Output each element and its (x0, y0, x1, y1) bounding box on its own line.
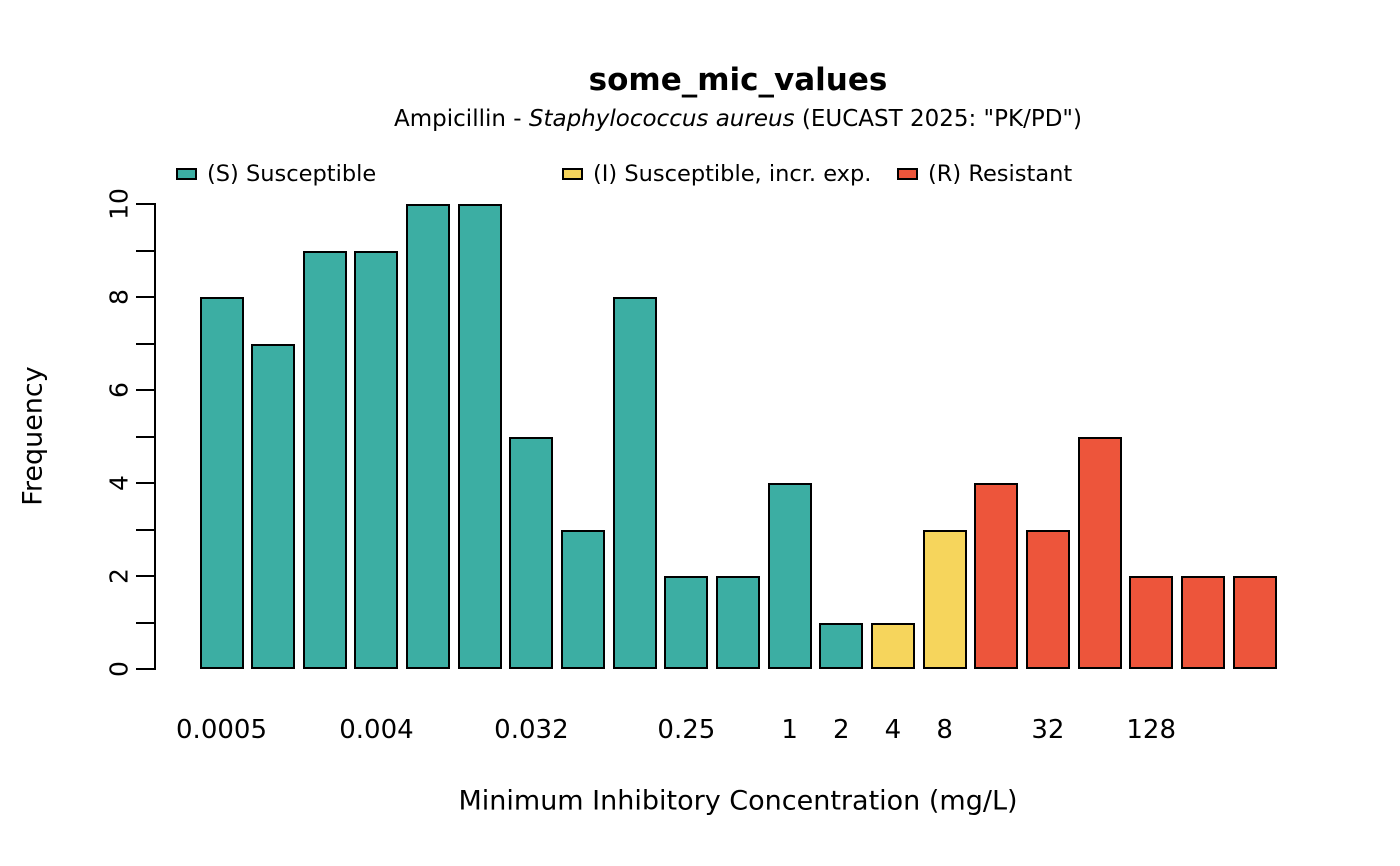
bar-mic-512 (1232, 576, 1277, 669)
x-tick-label-128: 128 (1126, 715, 1177, 745)
x-axis-title: Minimum Inhibitory Concentration (mg/L) (458, 785, 1018, 817)
legend-swatch-i (562, 168, 583, 180)
legend-label-r: (R) Resistant (928, 161, 1073, 187)
x-tick-label-8: 8 (936, 715, 953, 745)
y-tick (136, 249, 155, 252)
bar-mic-256 (1180, 576, 1225, 669)
y-tick (136, 668, 155, 670)
x-tick-label-0.25: 0.25 (657, 715, 716, 745)
bar-mic-0.002 (302, 250, 347, 669)
bar-mic-128 (1129, 576, 1174, 669)
y-tick (136, 389, 155, 391)
legend-swatch-r (897, 168, 918, 180)
y-tick-label: 0 (104, 661, 134, 677)
x-tick-label-32: 32 (1031, 715, 1065, 745)
bar-mic-0.064 (561, 529, 606, 669)
bar-mic-0.008 (406, 204, 451, 669)
y-tick-label: 6 (104, 382, 134, 398)
bar-mic-0.001 (251, 343, 296, 669)
bar-mic-0.032 (509, 436, 554, 669)
subtitle-guideline: (EUCAST 2025: "PK/PD") (794, 106, 1082, 132)
y-axis-title: Frequency (17, 366, 49, 506)
bar-mic-0.016 (457, 204, 502, 669)
y-tick-label: 10 (104, 188, 134, 220)
x-tick-label-2: 2 (833, 715, 850, 745)
y-tick-label: 8 (104, 289, 134, 305)
subtitle-antibiotic: Ampicillin - (394, 106, 529, 132)
chart-title: some_mic_values (588, 62, 888, 98)
chart-subtitle: Ampicillin - Staphylococcus aureus (EUCA… (394, 106, 1082, 132)
x-tick-label-0.004: 0.004 (339, 715, 414, 745)
bar-mic-0.125 (612, 297, 657, 669)
y-axis-line (154, 203, 156, 670)
bar-mic-16 (974, 483, 1019, 669)
bar-mic-0.004 (354, 250, 399, 669)
legend-label-i: (I) Susceptible, incr. exp. (593, 161, 872, 187)
y-tick (136, 621, 155, 624)
bar-mic-2 (819, 622, 864, 669)
legend-label-s: (S) Susceptible (207, 161, 377, 187)
y-tick-label: 4 (104, 475, 134, 491)
y-tick (136, 528, 155, 531)
bar-mic-0.25 (664, 576, 709, 669)
y-tick (136, 482, 155, 484)
bar-mic-1 (767, 483, 812, 669)
bar-mic-64 (1077, 436, 1122, 669)
legend-swatch-s (176, 168, 197, 180)
y-tick (136, 575, 155, 577)
y-tick (136, 203, 155, 205)
y-tick-label: 2 (104, 568, 134, 584)
y-tick (136, 296, 155, 298)
x-tick-label-0.032: 0.032 (494, 715, 569, 745)
bar-mic-0.0005 (199, 297, 244, 669)
bar-mic-32 (1025, 529, 1070, 669)
y-tick (136, 435, 155, 438)
bar-mic-8 (922, 529, 967, 669)
x-tick-label-4: 4 (884, 715, 902, 745)
bar-mic-4 (870, 622, 915, 669)
bar-mic-0.5 (716, 576, 760, 669)
subtitle-species-italic: Staphylococcus aureus (528, 106, 795, 132)
x-tick-label-1: 1 (781, 715, 798, 745)
y-tick (136, 342, 155, 345)
x-tick-label-0.0005: 0.0005 (176, 715, 267, 745)
